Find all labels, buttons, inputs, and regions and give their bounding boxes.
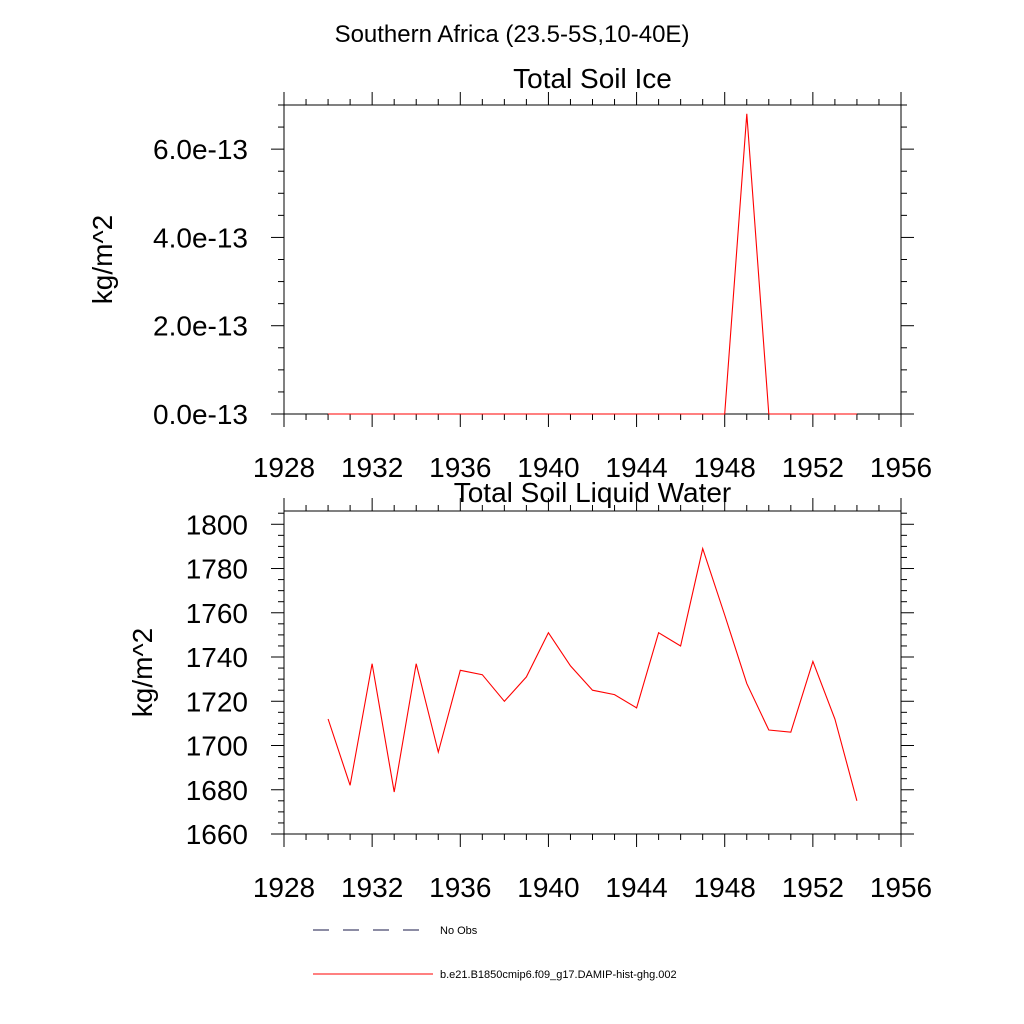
x-tick-label: 1952	[782, 872, 844, 903]
legend-label-2: b.e21.B1850cmip6.f09_g17.DAMIP-hist-ghg.…	[440, 969, 677, 981]
x-tick-label: 1944	[605, 872, 667, 903]
plot-frame	[283, 104, 902, 415]
legend: No Obs b.e21.B1850cmip6.f09_g17.DAMIP-his…	[313, 925, 677, 981]
y-tick-label: 0.0e-13	[153, 399, 248, 430]
x-tick-label: 1928	[253, 872, 315, 903]
y-tick-label: 1680	[186, 775, 248, 806]
y-tick-label: 4.0e-13	[153, 222, 248, 253]
x-tick-label: 1948	[694, 872, 756, 903]
y-tick-label: 1660	[186, 819, 248, 850]
x-tick-label: 1928	[253, 452, 315, 483]
chart-title: Total Soil Ice	[513, 63, 672, 94]
chart-panels: Total Soil Ice kg/m^2 1928 1932 1936 1940 1944…	[87, 63, 932, 903]
y-tick-label: 1700	[186, 731, 248, 762]
x-tick-label: 1944	[605, 452, 667, 483]
x-tick-label: 1936	[429, 452, 491, 483]
x-tick-label: 1948	[694, 452, 756, 483]
y-tick-label: 6.0e-13	[153, 134, 248, 165]
x-tick-label: 1940	[517, 872, 579, 903]
y-tick-label: 1760	[186, 598, 248, 629]
chart-panel-2: Total Soil Liquid Water kg/m^2 1928 1932 193…	[127, 477, 932, 903]
x-tick-label: 1952	[782, 452, 844, 483]
x-tick-label: 1932	[341, 872, 403, 903]
legend-label-1: No Obs	[440, 925, 478, 937]
x-tick-label: 1932	[341, 452, 403, 483]
x-tick-label: 1956	[870, 872, 932, 903]
series-line-1	[328, 113, 857, 415]
y-tick-label: 1780	[186, 554, 248, 585]
y-axis-label: kg/m^2	[87, 215, 118, 304]
x-tick-label: 1940	[517, 452, 579, 483]
y-axis-label: kg/m^2	[127, 628, 158, 717]
y-tick-label: 1800	[186, 509, 248, 540]
chart-panel-1: Total Soil Ice kg/m^2 1928 1932 1936 1940 1944…	[87, 63, 932, 483]
x-tick-label: 1936	[429, 872, 491, 903]
plot-frame	[283, 510, 902, 835]
series-line-1	[327, 546, 858, 801]
figure-title: Southern Africa (23.5-5S,10-40E)	[335, 21, 690, 48]
chart-title: Total Soil Liquid Water	[454, 477, 732, 508]
y-tick-label: 1720	[186, 686, 248, 717]
y-tick-label: 2.0e-13	[153, 311, 248, 342]
y-tick-label: 1740	[186, 642, 248, 673]
x-tick-label: 1956	[870, 452, 932, 483]
